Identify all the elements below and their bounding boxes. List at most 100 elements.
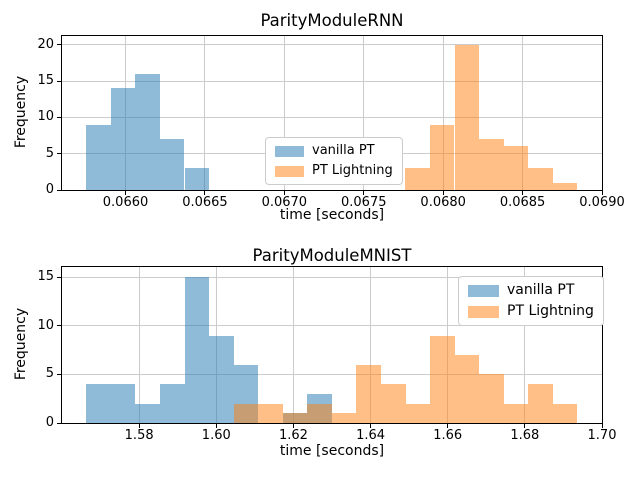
gridline-x bbox=[292, 267, 294, 423]
y-tick-mark bbox=[57, 422, 61, 424]
gridline-y bbox=[62, 153, 602, 155]
gridline-x bbox=[447, 267, 449, 423]
hist-bar-pt-lightning bbox=[528, 168, 553, 190]
gridline-x bbox=[138, 267, 140, 423]
x-tick-label: 0.0690 bbox=[579, 195, 625, 210]
hist-bar-vanilla-pt bbox=[135, 73, 160, 190]
hist-bar-pt-lightning bbox=[307, 403, 332, 423]
x-tick-label: 1.60 bbox=[201, 428, 231, 443]
y-tick-label: 10 bbox=[37, 317, 54, 333]
hist-bar-pt-lightning bbox=[454, 355, 480, 423]
x-tick-label: 0.0660 bbox=[102, 195, 149, 210]
y-tick-mark bbox=[57, 153, 61, 155]
hist-bar-pt-lightning bbox=[430, 335, 455, 423]
x-tick-label: 1.64 bbox=[356, 428, 386, 443]
y-tick-mark bbox=[57, 189, 61, 191]
legend-label: vanilla PT bbox=[312, 143, 375, 158]
gridline-x bbox=[524, 267, 526, 423]
hist-bar-pt-lightning bbox=[503, 146, 528, 190]
hist-bar-vanilla-pt bbox=[282, 413, 308, 423]
hist-bar-pt-lightning bbox=[381, 384, 406, 423]
y-tick-label: 0 bbox=[45, 182, 54, 197]
gridline-x bbox=[522, 36, 524, 190]
hist-bar-vanilla-pt bbox=[160, 384, 185, 423]
gridline-x bbox=[442, 36, 444, 190]
y-axis-label: Frequency bbox=[13, 75, 29, 149]
hist-bar-pt-lightning bbox=[429, 124, 455, 190]
x-tick-mark bbox=[138, 424, 140, 428]
plot-area: 1.58 1.60 1.62 1.64 1.66 1.68 1.70 0 5 10 15 vanill… bbox=[37, 266, 616, 443]
legend-item-pt-lightning: PT Lightning bbox=[468, 303, 594, 320]
hist-bar-vanilla-pt bbox=[86, 384, 111, 423]
x-tick-label: 1.58 bbox=[124, 428, 154, 443]
hist-bar-vanilla-pt bbox=[86, 124, 111, 190]
y-tick-mark bbox=[57, 80, 61, 82]
x-tick-label: 1.68 bbox=[510, 428, 540, 443]
hist-bar-vanilla-pt bbox=[110, 88, 136, 190]
gridline-x bbox=[363, 36, 365, 190]
hist-bar-pt-lightning bbox=[479, 374, 504, 423]
x-axis-label: time [seconds] bbox=[279, 207, 385, 223]
x-tick-mark bbox=[292, 424, 294, 428]
x-tick-label: 0.0685 bbox=[499, 195, 546, 210]
x-tick-mark bbox=[601, 424, 603, 428]
legend-swatch bbox=[275, 165, 304, 177]
y-tick-mark bbox=[57, 276, 61, 278]
hist-bar-pt-lightning bbox=[479, 139, 504, 190]
x-tick-label: 0.0670 bbox=[261, 195, 308, 210]
legend-item-vanilla-pt: vanilla PT bbox=[468, 282, 594, 299]
x-tick-mark bbox=[447, 424, 449, 428]
gridline-y bbox=[62, 80, 602, 82]
hist-bar-pt-lightning bbox=[552, 182, 578, 190]
x-tick-mark bbox=[283, 191, 285, 195]
x-tick-mark bbox=[524, 424, 526, 428]
x-tick-mark bbox=[601, 191, 603, 195]
y-tick-mark bbox=[57, 44, 61, 46]
x-axis-label: time [seconds] bbox=[279, 443, 385, 459]
y-tick-label: 5 bbox=[45, 145, 54, 161]
gridline-y bbox=[62, 373, 602, 375]
y-tick-label: 15 bbox=[37, 269, 54, 285]
series-pt-lightning bbox=[62, 36, 602, 190]
hist-bar-vanilla-pt bbox=[110, 384, 136, 423]
y-axis-label: Frequency bbox=[13, 307, 29, 381]
hist-bar-vanilla-pt bbox=[184, 168, 209, 190]
gridline-x bbox=[204, 36, 206, 190]
x-tick-mark bbox=[125, 191, 127, 195]
legend: vanilla PT PT Lightning bbox=[458, 276, 604, 326]
x-tick-label: 0.0680 bbox=[420, 195, 466, 210]
x-tick-mark bbox=[204, 191, 206, 195]
x-tick-label: 0.0675 bbox=[341, 195, 387, 210]
x-tick-label: 1.62 bbox=[278, 428, 308, 443]
gridline-y bbox=[62, 44, 602, 46]
x-tick-mark bbox=[442, 191, 444, 195]
hist-bar-pt-lightning bbox=[454, 44, 479, 190]
series-vanilla-pt bbox=[62, 36, 602, 190]
series-pt-lightning bbox=[62, 267, 602, 423]
x-tick-label: 1.70 bbox=[587, 428, 617, 443]
series-vanilla-pt bbox=[62, 267, 602, 423]
y-tick-mark bbox=[57, 116, 61, 118]
gridline-x bbox=[125, 36, 127, 190]
plot-area: 0.0660 0.0665 0.0670 0.0675 0.0680 0.0685 0.06… bbox=[37, 35, 625, 210]
hist-bar-vanilla-pt bbox=[135, 403, 160, 423]
y-tick-label: 5 bbox=[45, 366, 54, 382]
gridline-y bbox=[62, 276, 602, 278]
hist-bar-pt-lightning bbox=[356, 364, 381, 423]
legend-label: vanilla PT bbox=[507, 282, 575, 298]
hist-bar-pt-lightning bbox=[233, 403, 259, 423]
hist-bar-pt-lightning bbox=[405, 168, 430, 190]
hist-bar-vanilla-pt bbox=[307, 393, 332, 423]
hist-bar-vanilla-pt bbox=[159, 139, 185, 190]
chart-title: ParityModuleRNN bbox=[260, 11, 404, 30]
hist-bar-pt-lightning bbox=[503, 403, 529, 423]
x-tick-mark bbox=[363, 191, 365, 195]
y-tick-mark bbox=[57, 325, 61, 327]
y-tick-label: 20 bbox=[37, 36, 54, 52]
legend-label: PT Lightning bbox=[507, 303, 594, 319]
hist-bar-pt-lightning bbox=[331, 413, 357, 423]
hist-bar-vanilla-pt bbox=[233, 364, 259, 423]
hist-bar-vanilla-pt bbox=[209, 335, 234, 423]
